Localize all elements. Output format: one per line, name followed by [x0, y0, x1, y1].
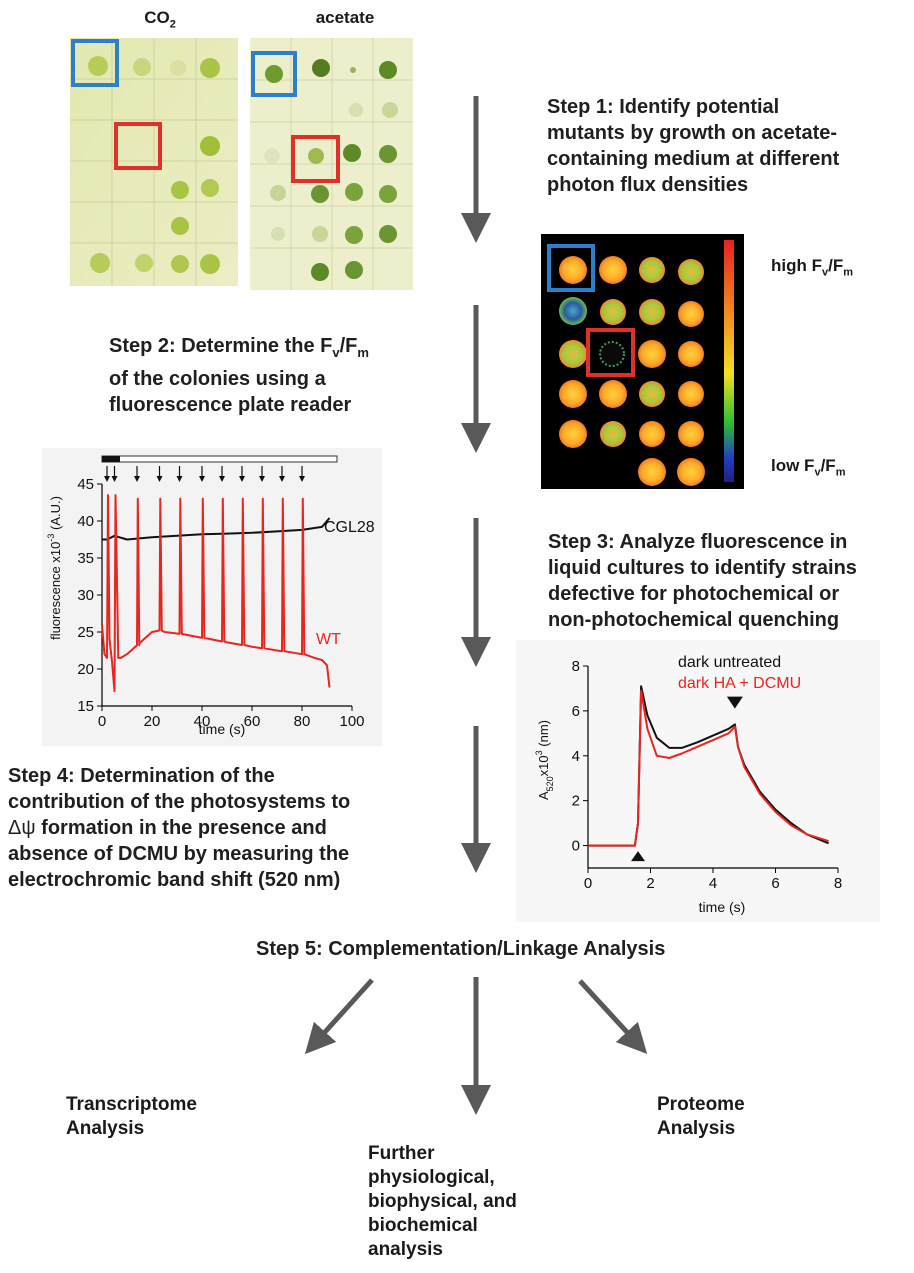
x-tick-label: 6: [771, 875, 779, 892]
y-tick-label: 40: [77, 513, 94, 530]
chart2-series: [588, 685, 829, 847]
x-tick-label: 4: [709, 875, 717, 892]
proteome-analysis-label: Proteome Analysis: [657, 1094, 745, 1139]
fluorescence-trace-chart: 0 20 40 60 80 100 15 20 25 30 35 40 45 CGL28 WT time…: [42, 448, 382, 746]
x-tick-label: 20: [144, 713, 161, 730]
flash-arrow-head: [104, 476, 110, 482]
light-regime-bar: [101, 455, 338, 463]
light-on-marker: [631, 851, 645, 862]
light-off-marker: [726, 696, 743, 709]
x-tick-label: 100: [339, 713, 364, 730]
series-line-dark-untreated: [588, 685, 829, 847]
chart1-ylabel: fluorescence x10-3 (A.U.): [46, 496, 63, 640]
y-tick-label: 6: [572, 703, 580, 720]
flash-arrow-head: [239, 476, 245, 482]
y-tick-label: 20: [77, 661, 94, 678]
flash-arrow-head: [299, 476, 305, 482]
flash-arrow-head: [279, 476, 285, 482]
step5-text: Step 5: Complementation/Linkage Analysis: [256, 938, 666, 960]
electrochromic-shift-chart: 0 2 4 6 8 0 2 4 6 8 dark untreated dark HA + DCMU…: [516, 640, 880, 922]
series-line-dark-ha-dcmu: [588, 689, 829, 847]
chart2-ylabel: A520x103 (nm): [534, 720, 555, 800]
x-tick-label: 0: [98, 713, 106, 730]
series-label-wt: WT: [316, 631, 341, 648]
co2-plate-title: CO2: [144, 8, 176, 31]
y-tick-label: 0: [572, 838, 580, 855]
acetate-plate-title: acetate: [315, 8, 375, 27]
high-fvfm-label: high Fv/Fm: [771, 256, 853, 279]
acetate-plate-photo: [250, 38, 413, 290]
flash-arrows: [104, 466, 305, 482]
transcriptome-analysis-label: Transcriptome Analysis: [66, 1094, 197, 1139]
flash-arrow-head: [259, 476, 265, 482]
step4-text: Step 4: Determination of the contributio…: [8, 765, 351, 891]
step1-text: Step 1: Identify potential mutants by gro…: [547, 96, 840, 196]
x-tick-label: 8: [834, 875, 842, 892]
flash-arrow-head: [134, 476, 140, 482]
chart1-xlabel: time (s): [199, 721, 246, 737]
y-tick-label: 35: [77, 550, 94, 567]
light-on-off-markers: [631, 696, 743, 862]
legend-dark-ha-dcmu: dark HA + DCMU: [678, 675, 801, 692]
co2-plate-photo: [70, 38, 238, 286]
y-tick-label: 30: [77, 587, 94, 604]
further-analysis-label: Further physiological, biophysical, and bi…: [368, 1143, 517, 1260]
arrow-left: [304, 978, 374, 1055]
y-tick-label: 8: [572, 658, 580, 675]
chart1-ticks: 0 20 40 60 80 100 15 20 25 30 35 40 45: [77, 476, 364, 730]
y-tick-label: 2: [572, 793, 580, 810]
x-tick-label: 40: [194, 713, 211, 730]
flash-arrow-head: [176, 476, 183, 482]
fluorescence-plate-image: [541, 234, 744, 489]
x-tick-label: 60: [244, 713, 261, 730]
y-tick-label: 15: [77, 698, 94, 715]
arrow-right: [578, 979, 648, 1055]
series-line-wt: [101, 494, 331, 693]
flash-arrow-head: [199, 476, 205, 482]
chart2-xlabel: time (s): [699, 899, 746, 915]
chart1-series: [101, 494, 331, 693]
step3-text: Step 3: Analyze fluorescence in liquid cu…: [548, 531, 857, 631]
y-tick-label: 25: [77, 624, 94, 641]
step2-text: Step 2: Determine the Fv/Fm of the colon…: [109, 335, 369, 416]
series-label-cgl28: CGL28: [324, 519, 375, 536]
y-tick-label: 4: [572, 748, 580, 765]
flash-arrow-head: [156, 476, 163, 482]
low-fvfm-label: low Fv/Fm: [771, 456, 846, 479]
x-tick-label: 0: [584, 875, 592, 892]
x-tick-label: 2: [646, 875, 654, 892]
x-tick-label: 80: [294, 713, 311, 730]
chart2-ticks: 0 2 4 6 8 0 2 4 6 8: [572, 658, 843, 892]
y-tick-label: 45: [77, 476, 94, 493]
legend-dark-untreated: dark untreated: [678, 654, 781, 671]
flash-arrow-head: [111, 476, 118, 482]
flash-arrow-head: [219, 476, 225, 482]
